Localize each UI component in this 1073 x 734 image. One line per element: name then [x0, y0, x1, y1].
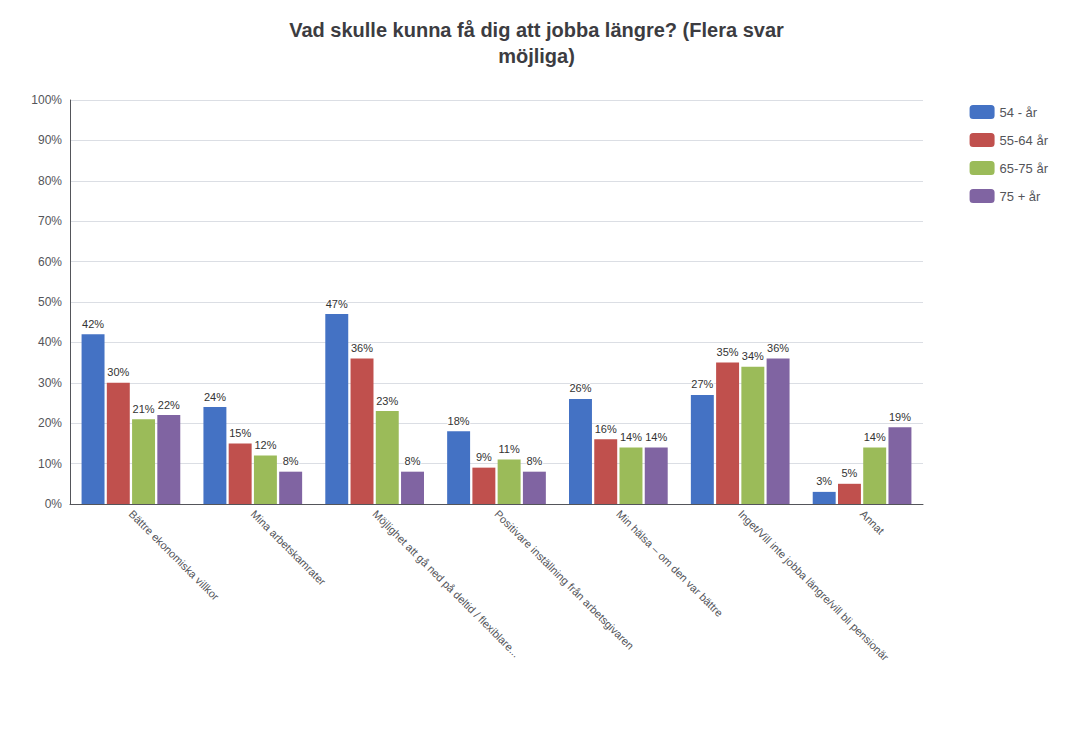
svg-text:18%: 18%	[448, 415, 470, 427]
svg-text:16%: 16%	[595, 423, 617, 435]
svg-text:15%: 15%	[229, 427, 251, 439]
svg-text:54 - år: 54 - år	[1000, 105, 1038, 120]
svg-text:55-64 år: 55-64 år	[1000, 133, 1049, 148]
svg-text:5%: 5%	[841, 467, 857, 479]
svg-text:47%: 47%	[326, 298, 348, 310]
svg-text:möjliga): möjliga)	[498, 45, 575, 67]
svg-text:19%: 19%	[889, 411, 911, 423]
svg-text:35%: 35%	[717, 346, 739, 358]
svg-text:75 + år: 75 + år	[1000, 189, 1042, 204]
svg-text:Bättre ekonomiska villkor: Bättre ekonomiska villkor	[127, 508, 222, 603]
svg-text:0%: 0%	[45, 497, 63, 511]
svg-text:Möjlighet att gå ned på deltid: Möjlighet att gå ned på deltid / flexibl…	[370, 508, 522, 660]
svg-text:20%: 20%	[38, 416, 62, 430]
svg-text:90%: 90%	[38, 133, 62, 147]
svg-text:40%: 40%	[38, 335, 62, 349]
svg-text:60%: 60%	[38, 255, 62, 269]
svg-text:Mina arbetskamrater: Mina arbetskamrater	[249, 508, 329, 588]
svg-text:8%: 8%	[283, 455, 299, 467]
svg-text:42%: 42%	[82, 318, 104, 330]
svg-text:3%: 3%	[816, 475, 832, 487]
svg-text:12%: 12%	[254, 439, 276, 451]
svg-text:36%: 36%	[767, 342, 789, 354]
svg-text:9%: 9%	[476, 451, 492, 463]
svg-text:30%: 30%	[38, 376, 62, 390]
svg-text:8%: 8%	[526, 455, 542, 467]
svg-text:27%: 27%	[691, 378, 713, 390]
svg-text:22%: 22%	[158, 399, 180, 411]
svg-text:14%: 14%	[864, 431, 886, 443]
svg-text:70%: 70%	[38, 214, 62, 228]
svg-text:26%: 26%	[569, 382, 591, 394]
svg-text:Positivare inställning från ar: Positivare inställning från arbetsgivare…	[492, 508, 636, 652]
svg-text:36%: 36%	[351, 342, 373, 354]
svg-text:30%: 30%	[107, 366, 129, 378]
svg-text:Min hälsa – om den var bättre: Min hälsa – om den var bättre	[614, 508, 725, 619]
svg-text:21%: 21%	[133, 403, 155, 415]
svg-text:Inget/Vill inte jobba längre/v: Inget/Vill inte jobba längre/vill bli pe…	[736, 508, 891, 663]
svg-text:24%: 24%	[204, 391, 226, 403]
svg-text:Annat: Annat	[858, 508, 887, 537]
svg-text:34%: 34%	[742, 350, 764, 362]
svg-text:23%: 23%	[376, 395, 398, 407]
svg-text:65-75 år: 65-75 år	[1000, 161, 1049, 176]
svg-text:50%: 50%	[38, 295, 62, 309]
svg-text:80%: 80%	[38, 174, 62, 188]
svg-text:14%: 14%	[620, 431, 642, 443]
svg-text:11%: 11%	[499, 443, 520, 455]
svg-text:10%: 10%	[38, 457, 62, 471]
svg-text:100%: 100%	[31, 93, 62, 107]
svg-text:Vad skulle kunna få dig att jo: Vad skulle kunna få dig att jobba längre…	[289, 19, 784, 41]
svg-text:14%: 14%	[645, 431, 667, 443]
svg-text:8%: 8%	[405, 455, 421, 467]
